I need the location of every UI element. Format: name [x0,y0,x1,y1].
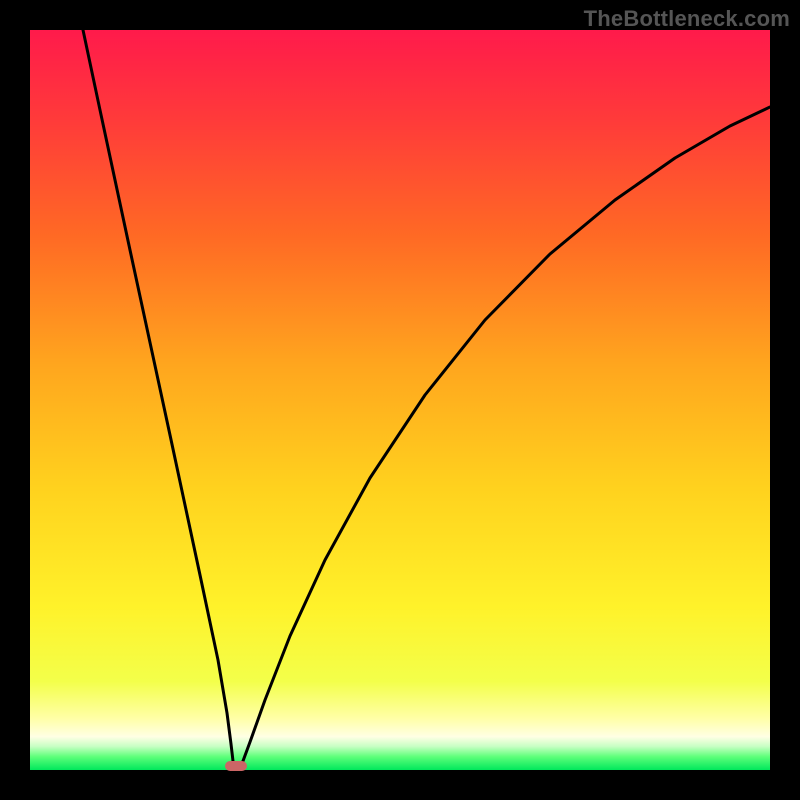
plot-area [30,30,770,770]
chart-container: TheBottleneck.com [0,0,800,800]
watermark-text: TheBottleneck.com [584,6,790,32]
bottleneck-curve [83,30,770,770]
minimum-marker [225,761,247,771]
curve-layer [30,30,770,770]
